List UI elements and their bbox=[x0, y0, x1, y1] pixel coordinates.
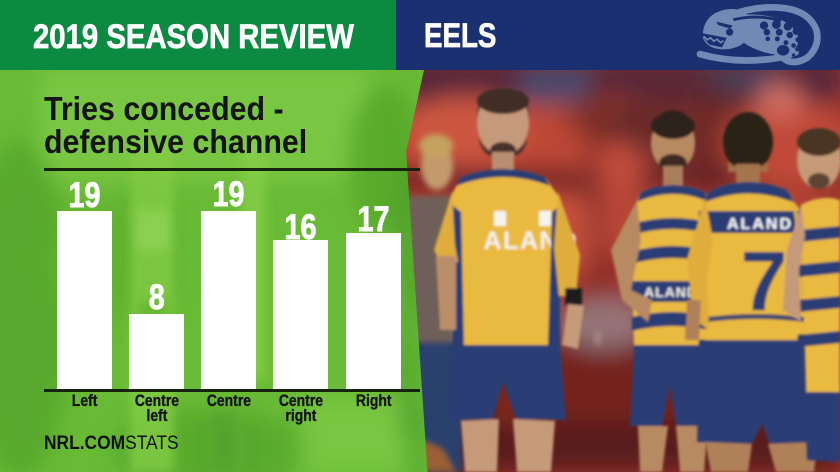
svg-text:7: 7 bbox=[741, 234, 788, 328]
svg-text:ALAND: ALAND bbox=[644, 284, 698, 300]
svg-text:ALAND: ALAND bbox=[727, 216, 793, 233]
